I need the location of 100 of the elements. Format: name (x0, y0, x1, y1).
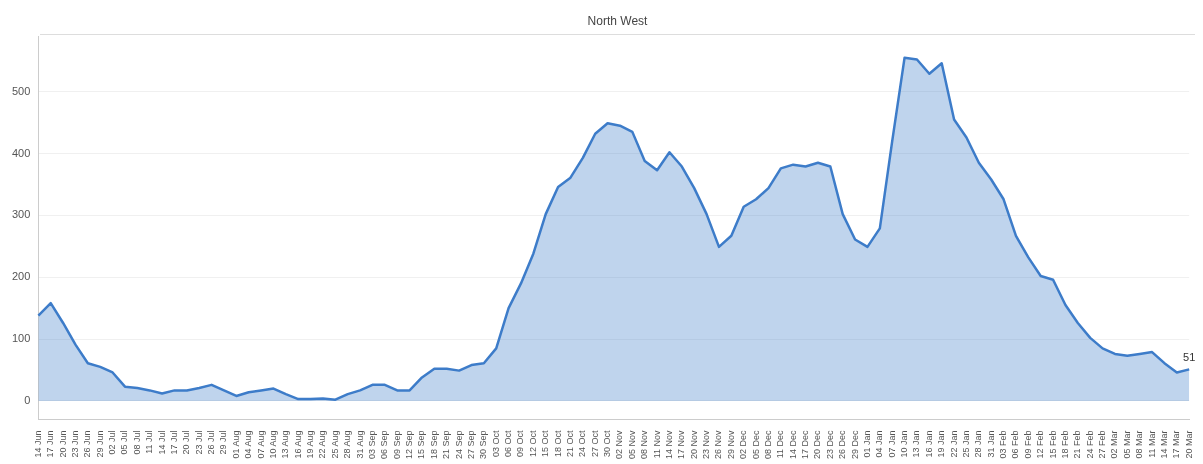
y-tick-label: 0 (24, 393, 31, 406)
x-tick-label: 18 Sep (428, 430, 439, 460)
x-tick-label: 20 Jul (181, 430, 192, 455)
x-tick-label: 20 Dec (812, 429, 823, 460)
x-tick-label: 14 Dec (787, 429, 798, 460)
x-tick-label: 28 Jan (973, 430, 984, 458)
x-tick-label: 29 Dec (849, 429, 860, 460)
y-tick-label: 500 (11, 84, 31, 97)
x-tick-label: 03 Feb (998, 430, 1009, 459)
x-tick-label: 19 Aug (305, 430, 316, 459)
x-tick-label: 17 Mar (1171, 430, 1182, 459)
x-tick-label: 22 Jan (948, 430, 959, 458)
x-tick-label: 25 Aug (329, 430, 340, 459)
x-tick-label: 17 Jul (168, 430, 179, 455)
x-tick-label: 09 Oct (515, 429, 526, 457)
x-tick-label: 10 Jan (899, 430, 910, 458)
x-tick-label: 12 Sep (404, 430, 415, 460)
x-tick-label: 17 Jun (45, 430, 56, 458)
y-tick-label: 200 (11, 270, 31, 283)
x-tick-label: 02 Mar (1109, 430, 1120, 459)
x-tick-label: 11 Jul (144, 430, 155, 454)
x-tick-label: 24 Oct (577, 429, 588, 457)
x-tick-label: 01 Jan (861, 430, 872, 458)
x-tick-label: 23 Nov (701, 429, 712, 460)
x-tick-label: 14 Jul (156, 430, 167, 455)
x-tick-label: 15 Oct (540, 429, 551, 457)
x-tick-label: 13 Aug (280, 430, 291, 459)
x-tick-label: 06 Feb (1010, 430, 1021, 459)
x-tick-label: 12 Oct (527, 429, 538, 457)
x-tick-label: 03 Oct (490, 429, 501, 457)
y-tick-label: 300 (11, 208, 31, 221)
chart-title: North West (40, 8, 1195, 35)
x-tick-label: 27 Sep (465, 430, 476, 460)
x-tick-label: 06 Oct (503, 429, 514, 457)
x-tick-label: 20 Nov (688, 429, 699, 460)
x-tick-label: 09 Feb (1022, 430, 1033, 459)
x-tick-label: 29 Jun (94, 430, 105, 458)
x-tick-label: 11 Nov (651, 429, 662, 459)
x-tick-label: 20 Jun (57, 430, 68, 458)
x-tick-label: 26 Dec (837, 429, 848, 460)
x-tick-label: 20 Mar (1183, 430, 1194, 459)
data-label: 51 (1183, 350, 1196, 363)
x-tick-label: 12 Feb (1035, 430, 1046, 459)
x-tick-label: 09 Sep (391, 430, 402, 460)
x-tick-label: 15 Sep (416, 430, 427, 460)
x-tick-label: 23 Jun (69, 430, 80, 458)
x-tick-label: 25 Jan (960, 430, 971, 458)
x-tick-label: 15 Feb (1047, 430, 1058, 459)
x-tick-label: 30 Sep (478, 430, 489, 460)
x-tick-label: 08 Jul (131, 430, 142, 455)
x-tick-label: 02 Jul (107, 430, 118, 455)
x-tick-label: 14 Nov (663, 429, 674, 460)
x-tick-label: 23 Jul (193, 430, 204, 455)
x-tick-label: 24 Sep (453, 430, 464, 460)
x-tick-label: 21 Feb (1072, 430, 1083, 459)
x-tick-label: 04 Aug (243, 430, 254, 459)
x-tick-label: 08 Nov (639, 429, 650, 460)
x-tick-label: 05 Jul (119, 430, 130, 455)
x-tick-label: 05 Nov (626, 429, 637, 460)
x-tick-label: 21 Oct (564, 429, 575, 457)
x-tick-label: 26 Nov (713, 429, 724, 460)
x-tick-label: 17 Nov (676, 429, 687, 460)
x-tick-label: 08 Mar (1134, 430, 1145, 459)
y-tick-label: 400 (11, 146, 31, 159)
x-tick-label: 07 Jan (886, 430, 897, 458)
x-tick-label: 23 Dec (824, 429, 835, 460)
x-tick-label: 02 Dec (738, 429, 749, 460)
x-tick-label: 31 Aug (354, 430, 365, 459)
x-tick-label: 31 Jan (985, 430, 996, 458)
x-tick-label: 19 Jan (936, 430, 947, 458)
x-tick-label: 06 Sep (379, 430, 390, 460)
x-tick-label: 10 Aug (267, 430, 278, 459)
x-tick-label: 03 Sep (366, 430, 377, 460)
x-tick-label: 18 Feb (1059, 430, 1070, 459)
x-tick-label: 29 Jul (218, 430, 229, 455)
x-tick-label: 11 Mar (1146, 430, 1157, 458)
x-tick-label: 21 Sep (441, 430, 452, 460)
x-tick-label: 02 Nov (614, 429, 625, 460)
x-tick-label: 17 Dec (800, 429, 811, 460)
x-tick-label: 16 Aug (292, 430, 303, 459)
x-tick-label: 07 Aug (255, 430, 266, 459)
x-tick-label: 22 Aug (317, 430, 328, 459)
x-tick-label: 08 Dec (762, 429, 773, 460)
x-tick-label: 13 Jan (911, 430, 922, 458)
x-tick-label: 01 Aug (230, 430, 241, 459)
x-tick-label: 18 Oct (552, 429, 563, 457)
y-tick-label: 100 (11, 332, 31, 345)
x-tick-label: 05 Mar (1121, 430, 1132, 459)
x-tick-label: 14 Mar (1158, 430, 1169, 459)
x-tick-label: 30 Oct (602, 429, 613, 457)
x-tick-label: 11 Dec (775, 429, 786, 459)
x-tick-label: 27 Feb (1097, 430, 1108, 459)
x-tick-label: 26 Jul (206, 430, 217, 455)
x-tick-label: 16 Jan (923, 430, 934, 458)
x-tick-label: 28 Aug (342, 430, 353, 459)
x-tick-label: 26 Jun (82, 430, 93, 458)
x-tick-label: 05 Dec (750, 429, 761, 460)
x-tick-label: 24 Feb (1084, 430, 1095, 459)
x-tick-label: 27 Oct (589, 429, 600, 457)
x-tick-label: 04 Jan (874, 430, 885, 458)
